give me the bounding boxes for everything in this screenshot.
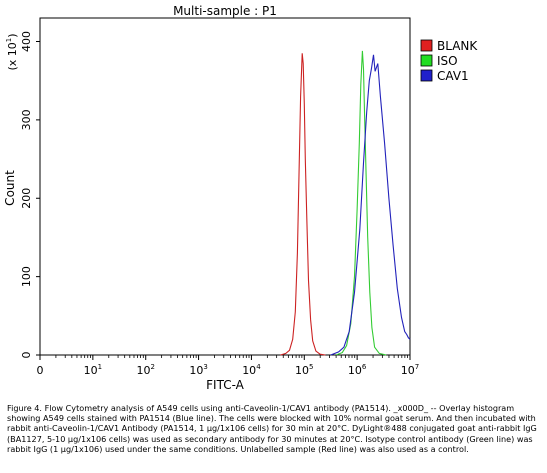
y-tick-label: 200 bbox=[20, 188, 33, 209]
plot-frame bbox=[39, 17, 411, 356]
x-tick-label: 105 bbox=[295, 363, 313, 377]
x-tick-label: 102 bbox=[136, 363, 154, 377]
legend-swatch-iso bbox=[420, 54, 433, 67]
axes: 0 100 200 300 400 0 101 102 103 104 105 106 107 bbox=[20, 31, 419, 377]
y-tick-label: 300 bbox=[20, 109, 33, 130]
plot-area bbox=[39, 17, 411, 356]
y-tick-label: 400 bbox=[20, 31, 33, 52]
chart-title: Multi-sample : P1 bbox=[173, 4, 277, 18]
x-tick-label: 101 bbox=[84, 363, 102, 377]
x-tick-label: 104 bbox=[242, 363, 261, 377]
flow-cytometry-histogram: Multi-sample : P1 (x 101) Count FITC-A 0… bbox=[3, 4, 478, 392]
x-tick-label: 103 bbox=[189, 363, 207, 377]
y-tick-label: 0 bbox=[20, 352, 33, 359]
y-multiplier-exp: 1 bbox=[5, 38, 13, 42]
y-axis-multiplier: (x 101) bbox=[5, 33, 19, 70]
series-line-blank bbox=[280, 53, 326, 356]
legend-label-iso: ISO bbox=[437, 54, 458, 68]
figure-caption: Figure 4. Flow Cytometry analysis of A54… bbox=[7, 403, 537, 454]
legend-swatch-blank bbox=[420, 39, 433, 52]
x-tick-label: 0 bbox=[37, 364, 44, 377]
x-tick-label: 106 bbox=[348, 363, 367, 377]
x-tick-label: 107 bbox=[401, 363, 419, 377]
svg-text:(x 101): (x 101) bbox=[5, 33, 19, 70]
legend-label-blank: BLANK bbox=[437, 39, 478, 53]
legend-swatch-cav1 bbox=[420, 69, 433, 82]
series-line-cav1 bbox=[330, 54, 411, 356]
y-tick-label: 100 bbox=[20, 266, 33, 287]
x-axis-label: FITC-A bbox=[206, 378, 245, 392]
legend-label-cav1: CAV1 bbox=[437, 69, 469, 83]
y-multiplier-base: (x 10 bbox=[6, 42, 19, 70]
y-axis-label: Count bbox=[3, 170, 17, 206]
